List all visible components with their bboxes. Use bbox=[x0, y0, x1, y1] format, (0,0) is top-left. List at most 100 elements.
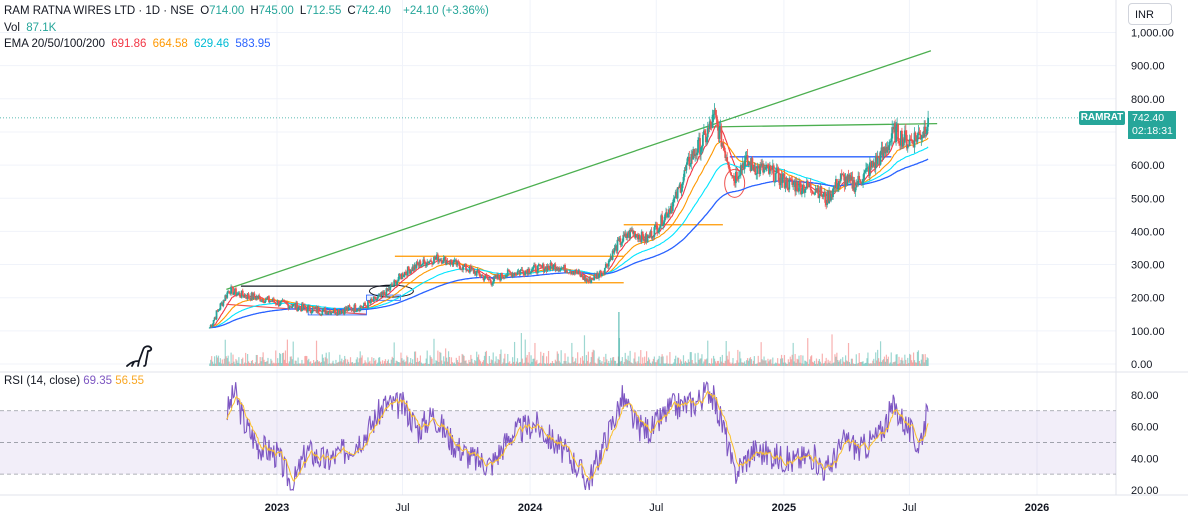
candle-body bbox=[470, 268, 473, 270]
volume-bar bbox=[597, 358, 599, 366]
price-tick-label: 300.00 bbox=[1131, 260, 1165, 272]
volume-bar bbox=[287, 363, 289, 366]
candle-body bbox=[337, 309, 340, 314]
candle-body bbox=[771, 165, 774, 170]
volume-bar bbox=[899, 363, 901, 366]
candle-body bbox=[585, 278, 588, 282]
candle-body bbox=[569, 271, 571, 273]
volume-bar bbox=[536, 359, 538, 366]
candle-body bbox=[891, 127, 894, 139]
candle-body bbox=[336, 313, 338, 315]
candle-body bbox=[383, 292, 386, 295]
volume-bar bbox=[598, 356, 600, 366]
candle-body bbox=[624, 233, 627, 237]
volume-bar bbox=[754, 363, 756, 366]
ema-legend: EMA 20/50/100/200 691.86 664.58 629.46 5… bbox=[4, 38, 274, 50]
volume-bar bbox=[866, 358, 868, 366]
candle-body bbox=[411, 266, 414, 272]
candle-body bbox=[757, 165, 760, 167]
candle-body bbox=[488, 279, 491, 280]
volume-bar bbox=[524, 339, 526, 366]
volume-bar bbox=[851, 358, 854, 366]
ohlc-o: O714.00 bbox=[200, 5, 245, 17]
candle-body bbox=[386, 288, 389, 291]
ema-100-line bbox=[209, 146, 929, 329]
volume-bar bbox=[736, 360, 738, 366]
candle-body bbox=[653, 227, 656, 237]
volume-bar bbox=[874, 363, 876, 366]
volume-bar bbox=[612, 357, 614, 366]
volume-bar bbox=[860, 362, 862, 366]
volume-bar bbox=[568, 362, 570, 366]
volume-bar bbox=[592, 349, 594, 366]
volume-bar bbox=[260, 361, 262, 366]
volume-bar bbox=[427, 363, 429, 366]
volume-bar bbox=[309, 362, 311, 366]
volume-bar bbox=[341, 358, 343, 366]
candle-body bbox=[678, 184, 681, 188]
ticker-tag: RAMRAT bbox=[1079, 111, 1125, 125]
candle-body bbox=[235, 288, 237, 296]
volume-bar bbox=[525, 357, 527, 366]
candle-body bbox=[640, 231, 643, 242]
volume-bar bbox=[797, 359, 799, 366]
candle-body bbox=[792, 184, 795, 185]
candle-body bbox=[804, 188, 807, 190]
candle-body bbox=[219, 303, 222, 310]
volume-bar bbox=[370, 363, 372, 366]
candle-body bbox=[623, 234, 626, 237]
volume-bar bbox=[886, 358, 888, 366]
volume-bar bbox=[659, 363, 661, 366]
volume-bar bbox=[252, 363, 255, 366]
candle-body bbox=[593, 274, 596, 281]
candle-body bbox=[381, 291, 384, 295]
volume-bar bbox=[212, 361, 214, 366]
volume-bar bbox=[222, 363, 224, 366]
volume-bar bbox=[865, 362, 867, 366]
candle-body bbox=[517, 270, 520, 272]
volume-bar bbox=[571, 342, 573, 366]
volume-bar bbox=[379, 357, 381, 366]
candle-body bbox=[425, 264, 428, 266]
candle-body bbox=[634, 231, 636, 238]
volume-bar bbox=[625, 358, 627, 366]
volume-bar bbox=[595, 363, 597, 366]
volume-bar bbox=[460, 362, 462, 366]
candle-body bbox=[695, 153, 698, 156]
candle-body bbox=[779, 174, 782, 186]
volume-bar bbox=[799, 362, 801, 366]
volume-bar bbox=[539, 362, 541, 366]
candle-body bbox=[212, 320, 215, 324]
volume-bar bbox=[248, 362, 251, 366]
volume-bar bbox=[872, 360, 874, 366]
volume-bar bbox=[869, 363, 871, 366]
candle-body bbox=[504, 275, 507, 279]
candle-body bbox=[283, 300, 286, 301]
volume-bar bbox=[360, 357, 362, 366]
volume-bar bbox=[848, 362, 851, 366]
volume-bar bbox=[825, 357, 827, 366]
candle-body bbox=[344, 307, 347, 310]
candle-body bbox=[265, 298, 267, 301]
volume-bar bbox=[541, 363, 543, 366]
candle-body bbox=[729, 169, 731, 173]
candle-body bbox=[790, 179, 793, 180]
volume-bar bbox=[418, 360, 421, 366]
volume-bar bbox=[558, 360, 560, 366]
volume-bar bbox=[902, 360, 904, 366]
volume-bar bbox=[621, 357, 623, 366]
volume-bar bbox=[758, 362, 760, 366]
currency-selector[interactable]: INR bbox=[1128, 3, 1172, 25]
candle-body bbox=[408, 269, 411, 274]
candle-body bbox=[320, 314, 323, 316]
candle-body bbox=[556, 268, 559, 271]
volume-bar bbox=[483, 355, 486, 366]
volume-bar bbox=[394, 363, 396, 366]
volume-bar bbox=[914, 362, 917, 366]
candle-body bbox=[609, 256, 612, 260]
candle-body bbox=[473, 271, 476, 274]
candle-body bbox=[292, 304, 295, 307]
candle-body bbox=[888, 142, 891, 151]
candle-body bbox=[291, 306, 294, 308]
